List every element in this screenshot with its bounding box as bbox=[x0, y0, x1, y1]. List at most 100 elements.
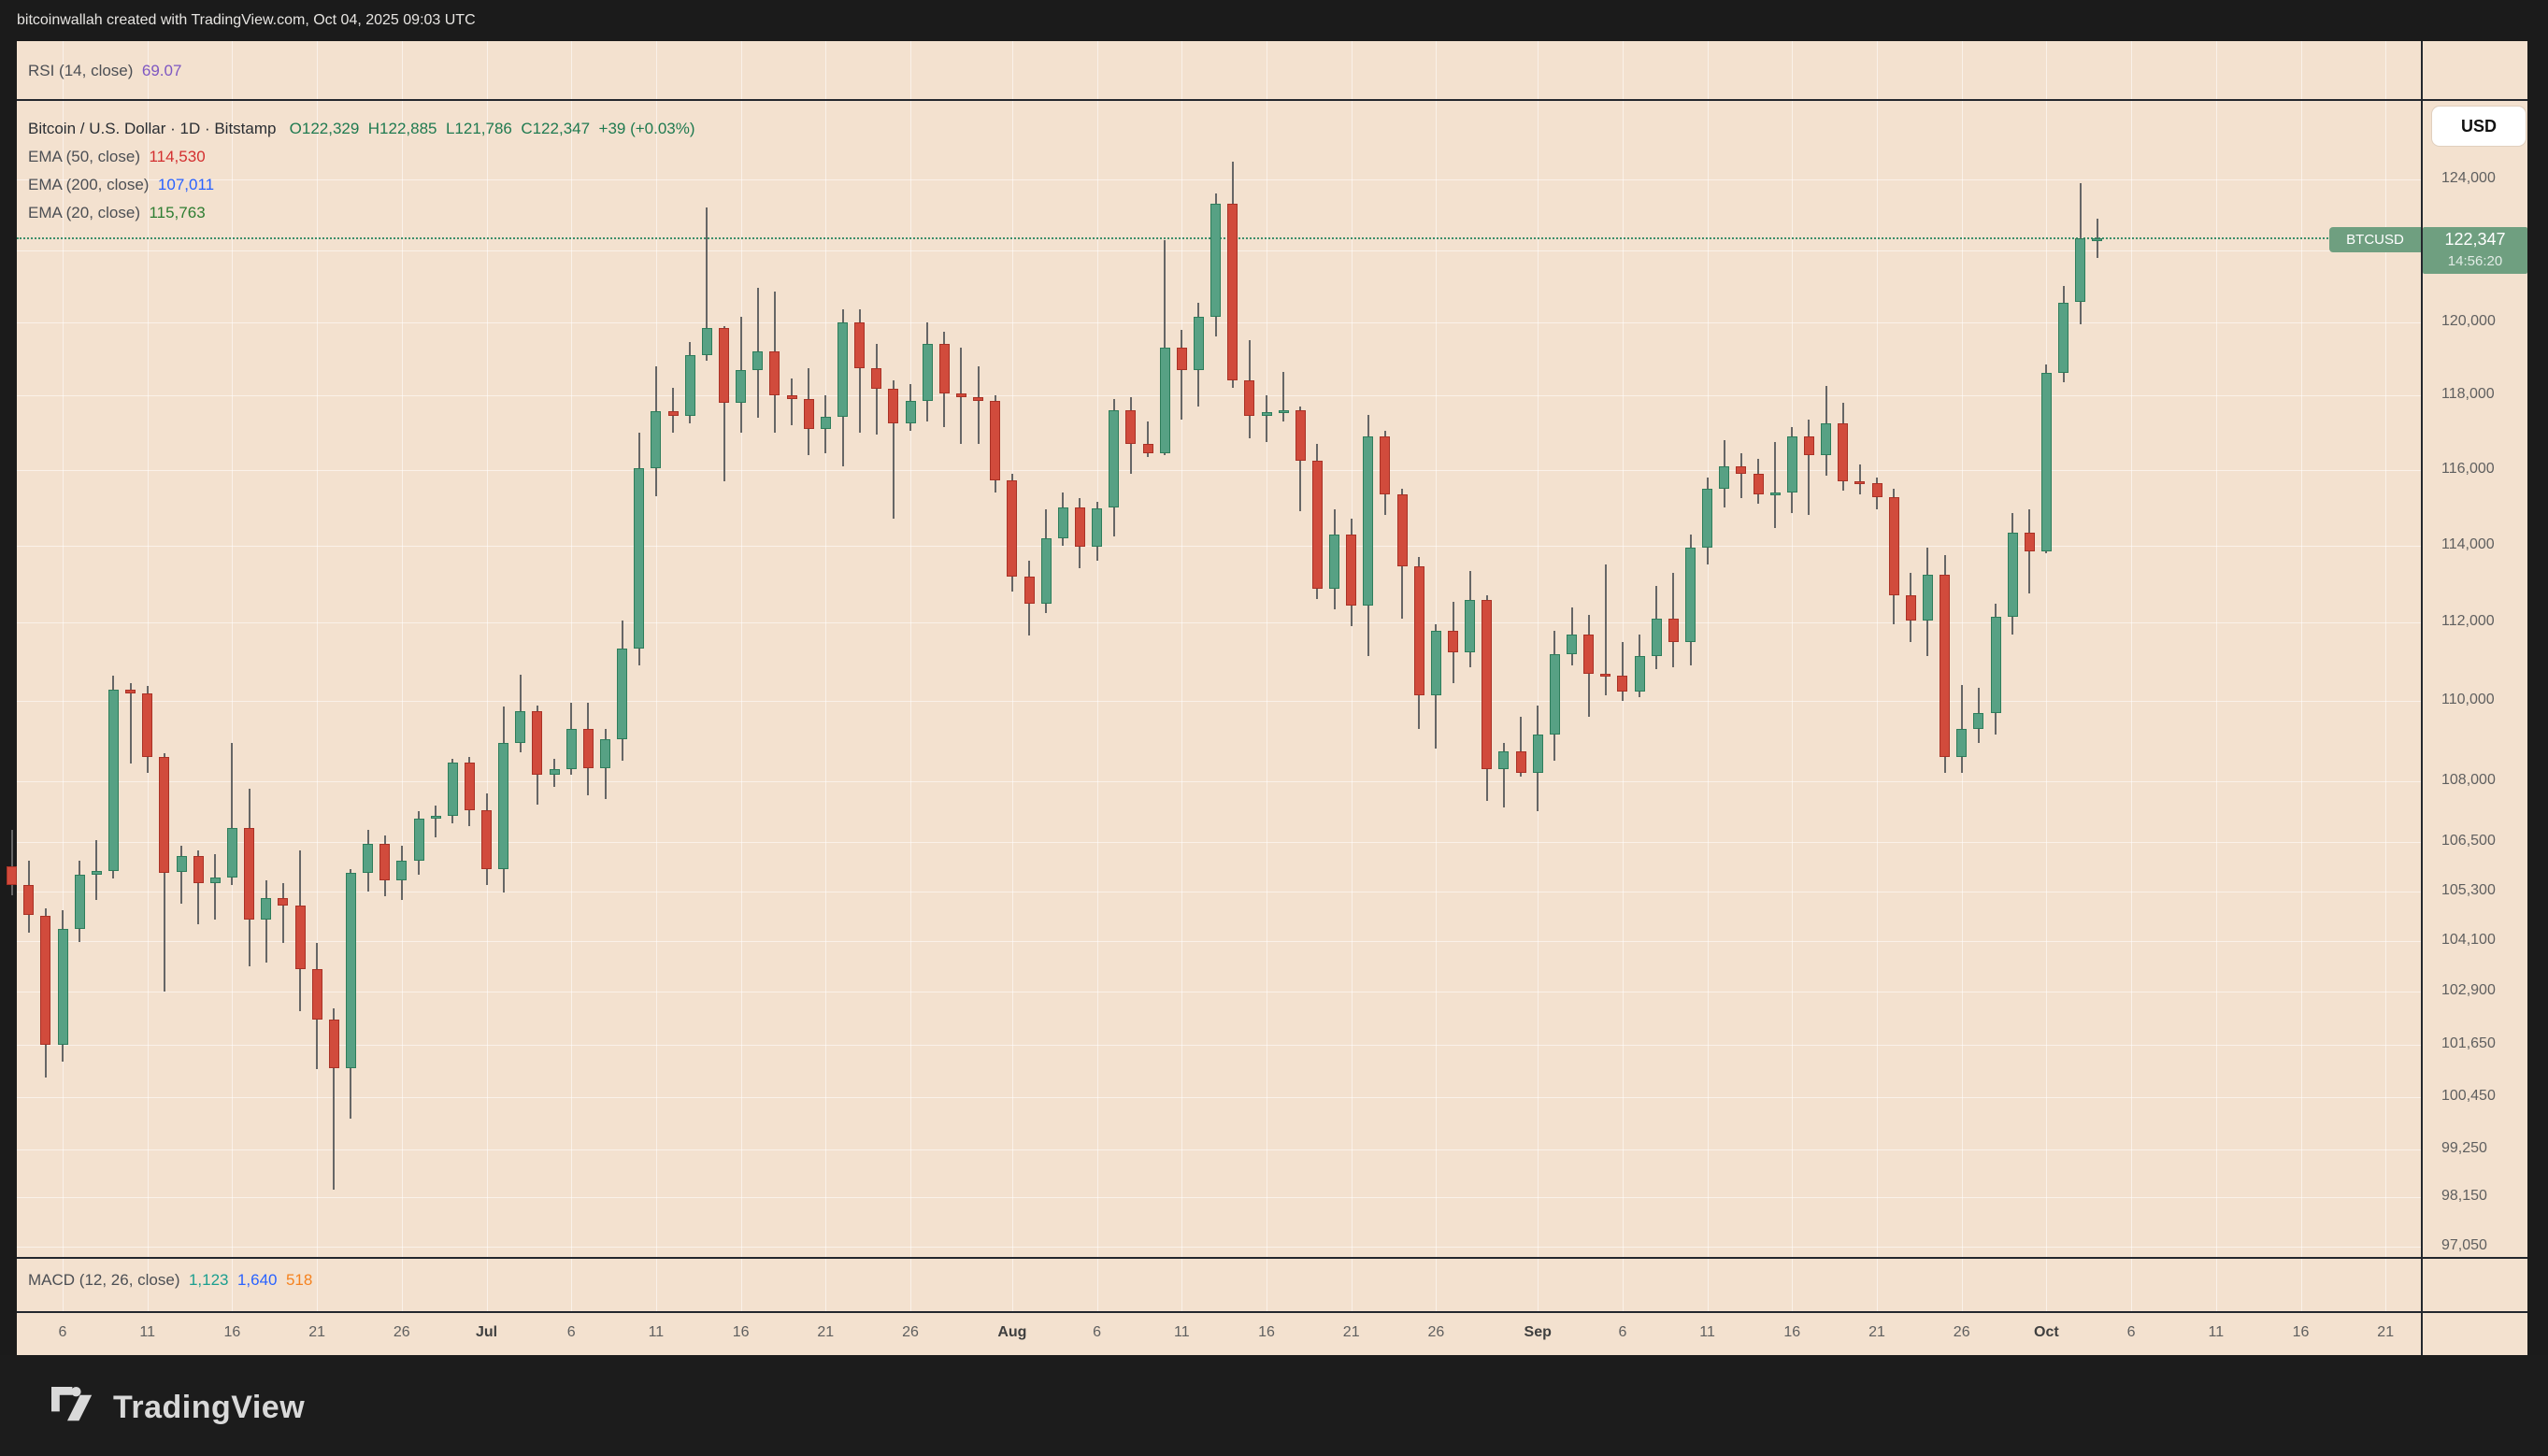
gridline-horizontal[interactable] bbox=[17, 701, 2421, 703]
gridline-vertical[interactable] bbox=[655, 41, 657, 99]
price-axis-label[interactable]: 110,000 bbox=[2441, 692, 2495, 708]
gridline-vertical[interactable] bbox=[2046, 1259, 2048, 1311]
time-axis-label[interactable]: 26 bbox=[393, 1324, 410, 1340]
candle-down[interactable] bbox=[1736, 465, 1747, 474]
time-axis-label[interactable]: Aug bbox=[997, 1324, 1027, 1340]
candle-up[interactable] bbox=[922, 344, 933, 402]
price-axis-label[interactable]: 99,250 bbox=[2441, 1139, 2487, 1156]
candle-down[interactable] bbox=[125, 690, 136, 693]
candle-down[interactable] bbox=[244, 828, 255, 920]
gridline-vertical[interactable] bbox=[232, 101, 234, 1257]
gridline-horizontal[interactable] bbox=[17, 780, 2421, 782]
gridline-vertical[interactable] bbox=[655, 1259, 657, 1311]
candle-wick[interactable] bbox=[875, 344, 878, 435]
candle-down[interactable] bbox=[1346, 534, 1357, 607]
candle-down[interactable] bbox=[1244, 380, 1255, 416]
candle-up[interactable] bbox=[1685, 547, 1696, 643]
gridline-vertical[interactable] bbox=[1181, 41, 1183, 99]
gridline-vertical[interactable] bbox=[401, 41, 403, 99]
gridline-vertical[interactable] bbox=[1436, 1259, 1438, 1311]
price-axis-label[interactable]: 114,000 bbox=[2441, 535, 2495, 552]
price-axis-label[interactable]: 102,900 bbox=[2441, 982, 2496, 999]
price-axis-label[interactable]: 105,300 bbox=[2441, 881, 2496, 898]
candle-down[interactable] bbox=[278, 898, 289, 906]
price-axis-label[interactable]: 116,000 bbox=[2441, 460, 2495, 477]
candle-wick[interactable] bbox=[1147, 421, 1149, 457]
gridline-vertical[interactable] bbox=[63, 101, 64, 1257]
time-axis-label[interactable]: 6 bbox=[1093, 1324, 1102, 1340]
gridline-vertical[interactable] bbox=[1792, 101, 1794, 1257]
gridline-vertical[interactable] bbox=[1351, 1259, 1353, 1311]
candle-down[interactable] bbox=[311, 968, 322, 1020]
gridline-vertical[interactable] bbox=[2385, 1259, 2387, 1311]
candle-down[interactable] bbox=[1176, 348, 1187, 370]
time-axis-label[interactable]: Oct bbox=[2034, 1324, 2059, 1340]
candle-wick[interactable] bbox=[333, 1008, 336, 1190]
price-axis-label[interactable]: 100,450 bbox=[2441, 1087, 2496, 1104]
candle-down[interactable] bbox=[379, 844, 391, 881]
candle-wick[interactable] bbox=[1774, 441, 1777, 529]
gridline-vertical[interactable] bbox=[910, 1259, 911, 1311]
candle-up[interactable] bbox=[57, 928, 68, 1045]
gridline-vertical[interactable] bbox=[63, 41, 64, 99]
candle-up[interactable] bbox=[684, 354, 695, 416]
gridline-vertical[interactable] bbox=[1961, 101, 1963, 1257]
candle-up[interactable] bbox=[1329, 534, 1339, 590]
candle-down[interactable] bbox=[1482, 600, 1493, 769]
candle-wick[interactable] bbox=[95, 839, 98, 900]
currency-toggle-button[interactable]: USD bbox=[2432, 107, 2526, 146]
gridline-vertical[interactable] bbox=[1792, 1259, 1794, 1311]
price-axis-label[interactable]: 106,500 bbox=[2441, 833, 2496, 849]
gridline-vertical[interactable] bbox=[147, 101, 149, 1257]
candle-up[interactable] bbox=[107, 690, 119, 871]
candle-down[interactable] bbox=[481, 810, 492, 869]
gridline-horizontal[interactable] bbox=[17, 179, 2421, 180]
candle-down[interactable] bbox=[803, 399, 814, 429]
gridline-vertical[interactable] bbox=[486, 41, 488, 99]
gridline-vertical[interactable] bbox=[1877, 41, 1878, 99]
candle-up[interactable] bbox=[1532, 735, 1543, 774]
gridline-vertical[interactable] bbox=[232, 1259, 234, 1311]
gridline-vertical[interactable] bbox=[2131, 41, 2133, 99]
time-axis-label[interactable]: 26 bbox=[1427, 1324, 1445, 1340]
candle-up[interactable] bbox=[498, 743, 509, 869]
candle-up[interactable] bbox=[1159, 348, 1170, 453]
price-pane[interactable] bbox=[17, 101, 2527, 1257]
candle-wick[interactable] bbox=[180, 846, 182, 904]
symbol-price-label-badge[interactable]: BTCUSD bbox=[2329, 227, 2421, 252]
gridline-vertical[interactable] bbox=[1538, 101, 1539, 1257]
price-axis-label[interactable]: 97,050 bbox=[2441, 1237, 2487, 1253]
candle-down[interactable] bbox=[2024, 533, 2035, 551]
candle-down[interactable] bbox=[1940, 574, 1951, 757]
gridline-vertical[interactable] bbox=[1181, 101, 1183, 1257]
candle-down[interactable] bbox=[1142, 443, 1153, 453]
candle-down[interactable] bbox=[1905, 595, 1916, 621]
candle-down[interactable] bbox=[1753, 473, 1764, 494]
gridline-vertical[interactable] bbox=[2215, 41, 2217, 99]
price-axis-border[interactable] bbox=[2421, 41, 2423, 1355]
candle-down[interactable] bbox=[1583, 634, 1595, 674]
ema20-legend[interactable]: EMA (20, close) 115,763 bbox=[28, 204, 206, 222]
candle-up[interactable] bbox=[1956, 729, 1968, 757]
candle-down[interactable] bbox=[871, 367, 882, 389]
candle-down[interactable] bbox=[1023, 577, 1035, 605]
candle-wick[interactable] bbox=[672, 388, 675, 433]
gridline-vertical[interactable] bbox=[1707, 101, 1709, 1257]
gridline-vertical[interactable] bbox=[2385, 101, 2387, 1257]
candle-down[interactable] bbox=[1803, 435, 1814, 455]
candle-up[interactable] bbox=[1990, 617, 2001, 713]
gridline-vertical[interactable] bbox=[1877, 101, 1878, 1257]
candle-up[interactable] bbox=[363, 844, 373, 874]
candle-down[interactable] bbox=[719, 327, 729, 403]
gridline-horizontal[interactable] bbox=[17, 469, 2421, 471]
candle-down[interactable] bbox=[854, 321, 866, 368]
gridline-horizontal[interactable] bbox=[17, 1045, 2421, 1047]
time-axis-label[interactable]: 16 bbox=[2292, 1324, 2310, 1340]
time-axis-label[interactable]: 21 bbox=[1868, 1324, 1885, 1340]
gridline-vertical[interactable] bbox=[2300, 1259, 2302, 1311]
candle-wick[interactable] bbox=[1502, 743, 1505, 807]
candle-down[interactable] bbox=[1413, 566, 1424, 695]
time-axis-label[interactable]: 11 bbox=[2208, 1324, 2225, 1340]
candle-up[interactable] bbox=[1719, 465, 1730, 489]
candle-up[interactable] bbox=[1634, 655, 1645, 692]
